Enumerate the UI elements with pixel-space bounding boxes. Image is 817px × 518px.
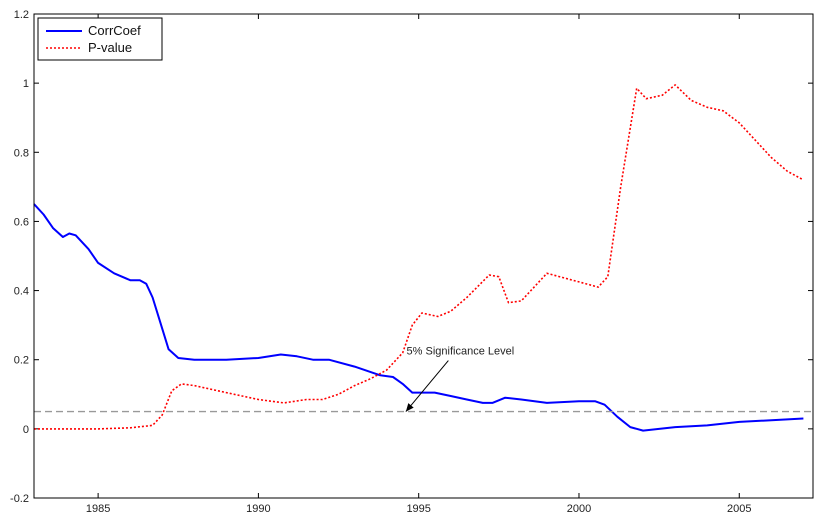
- y-tick-label: -0.2: [10, 493, 29, 505]
- legend-label-p-value: P-value: [88, 40, 132, 55]
- plot-frame: [33, 13, 814, 499]
- y-tick-label: 0.2: [14, 355, 29, 367]
- legend: CorrCoef P-value: [37, 17, 163, 61]
- y-axis: -0.2 0 0.2 0.4 0.6 0.8 1 1.2: [10, 9, 813, 505]
- series-line-p-value: [34, 84, 804, 430]
- x-axis: 1985 1990 1995 2000 2005: [86, 14, 752, 515]
- y-tick-label: 0.4: [14, 286, 29, 298]
- y-tick-label: 0.6: [14, 216, 29, 228]
- y-tick-label: 1.2: [14, 9, 29, 21]
- x-tick-label: 2005: [727, 503, 751, 515]
- x-tick-label: 2000: [567, 503, 591, 515]
- series-line-corrcoef: [33, 203, 804, 432]
- y-tick-label: 1: [23, 78, 29, 90]
- y-tick-label: 0: [23, 424, 29, 436]
- annotation: 5% Significance Level: [405, 346, 515, 412]
- legend-box: [37, 17, 163, 61]
- significance-annotation-label: 5% Significance Level: [407, 346, 515, 358]
- y-tick-label: 0.8: [14, 147, 29, 159]
- annotation-arrow: [405, 360, 449, 412]
- x-tick-label: 1995: [406, 503, 430, 515]
- x-tick-label: 1985: [86, 503, 110, 515]
- series-layer: [33, 84, 804, 432]
- annotation-arrowhead: [405, 403, 414, 412]
- x-tick-label: 1990: [246, 503, 270, 515]
- legend-label-corrcoef: CorrCoef: [88, 23, 141, 38]
